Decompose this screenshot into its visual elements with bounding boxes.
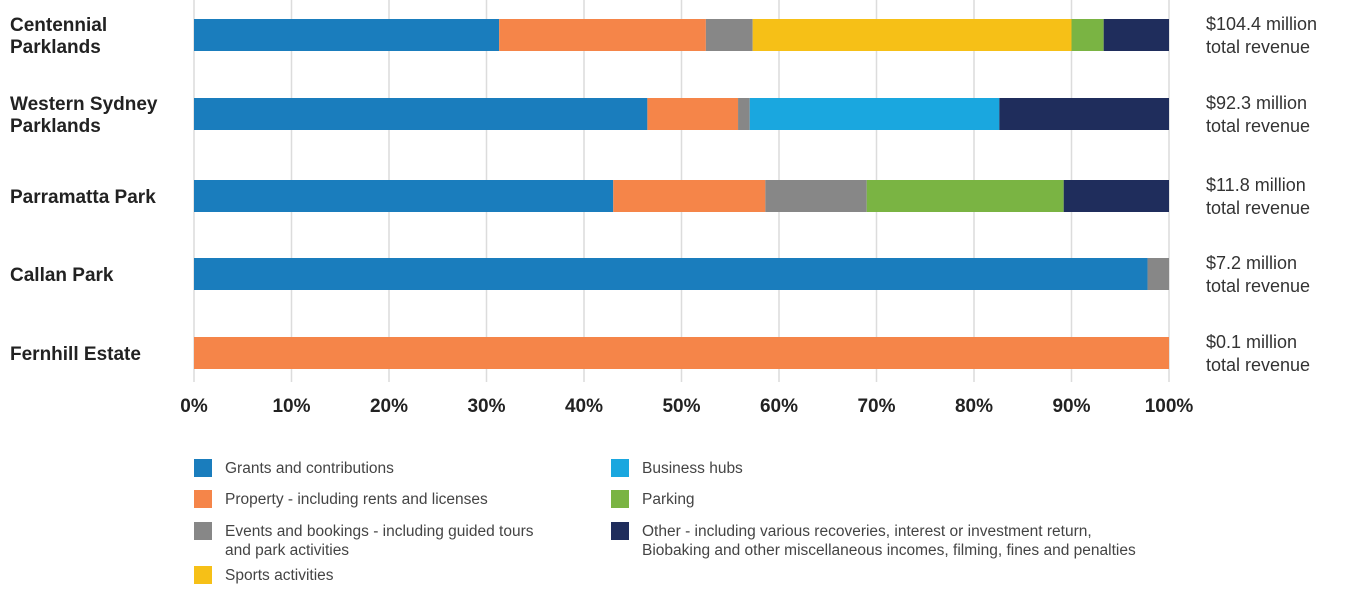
bar-segment	[499, 19, 706, 51]
bar-segment	[194, 98, 648, 130]
legend-item: Other - including various recoveries, in…	[611, 522, 1136, 560]
category-label: Callan Park	[10, 265, 114, 286]
category-label: Centennial	[10, 15, 107, 36]
bar-segment	[1063, 180, 1169, 212]
x-tick-label: 90%	[1052, 396, 1090, 417]
bar-segment	[194, 19, 500, 51]
bar-segment	[765, 180, 867, 212]
bar-segment	[705, 19, 753, 51]
legend-swatch	[194, 490, 212, 508]
category-label: Parklands	[10, 37, 101, 58]
x-tick-label: 50%	[662, 396, 700, 417]
legend-swatch	[194, 459, 212, 477]
x-tick-label: 10%	[272, 396, 310, 417]
x-tick-label: 100%	[1145, 396, 1194, 417]
total-revenue-label: total revenue	[1206, 37, 1310, 57]
total-revenue-label: total revenue	[1206, 116, 1310, 136]
legend-item: Property - including rents and licenses	[194, 490, 488, 509]
legend-label: Business hubs	[642, 460, 743, 477]
bar-segment	[738, 98, 750, 130]
legend-label: Events and bookings - including guided t…	[225, 523, 534, 559]
x-tick-label: 30%	[467, 396, 505, 417]
total-revenue-label: $11.8 million	[1206, 175, 1306, 195]
total-revenue-label: total revenue	[1206, 276, 1310, 296]
bar-segment	[613, 180, 766, 212]
legend-item: Business hubs	[611, 459, 743, 478]
legend-label: Parking	[642, 491, 695, 508]
legend-swatch	[611, 522, 629, 540]
bar-segment	[999, 98, 1169, 130]
total-revenue-label: $7.2 million	[1206, 253, 1297, 273]
bar-segment	[866, 180, 1064, 212]
legend-item: Parking	[611, 490, 695, 509]
total-revenue-label: $0.1 million	[1206, 332, 1297, 352]
bar-segment	[194, 180, 614, 212]
x-tick-label: 40%	[565, 396, 603, 417]
legend-item: Events and bookings - including guided t…	[194, 522, 533, 560]
bar-segment	[1071, 19, 1104, 51]
x-tick-label: 20%	[370, 396, 408, 417]
x-tick-label: 0%	[180, 396, 208, 417]
bar-segment	[752, 19, 1072, 51]
x-tick-label: 80%	[955, 396, 993, 417]
legend-item: Grants and contributions	[194, 459, 394, 478]
bar-segment	[749, 98, 1000, 130]
bar-segment	[1103, 19, 1169, 51]
legend-label: Sports activities	[225, 567, 334, 584]
category-label: Western Sydney	[10, 94, 158, 115]
total-revenue-label: total revenue	[1206, 355, 1310, 375]
legend-swatch	[194, 522, 212, 540]
total-revenue-label: $92.3 million	[1206, 93, 1307, 113]
bar-segment	[194, 258, 1148, 290]
bar-segment	[647, 98, 739, 130]
bar-segment	[1147, 258, 1169, 290]
legend-label: Other - including various recoveries, in…	[642, 523, 1136, 559]
legend-label: Property - including rents and licenses	[225, 491, 488, 508]
x-tick-label: 70%	[857, 396, 895, 417]
legend-swatch	[611, 459, 629, 477]
category-label: Parklands	[10, 116, 101, 137]
legend-label: Grants and contributions	[225, 460, 394, 477]
total-revenue-label: total revenue	[1206, 198, 1310, 218]
legend-item: Sports activities	[194, 566, 334, 585]
legend-swatch	[194, 566, 212, 584]
legend-swatch	[611, 490, 629, 508]
category-label: Parramatta Park	[10, 187, 156, 208]
x-tick-label: 60%	[760, 396, 798, 417]
category-label: Fernhill Estate	[10, 344, 141, 365]
total-revenue-label: $104.4 million	[1206, 14, 1317, 34]
bar-segment	[194, 337, 1169, 369]
